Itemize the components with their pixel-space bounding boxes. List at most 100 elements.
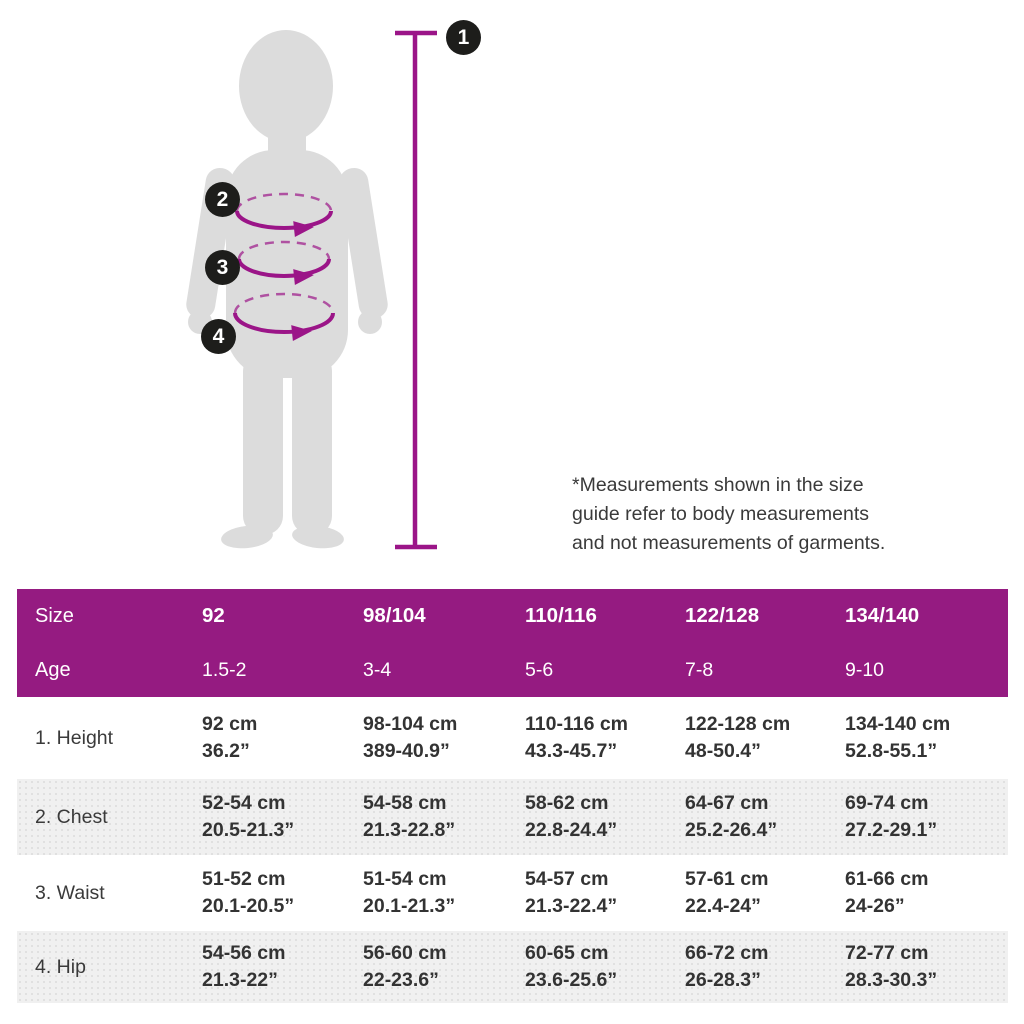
inch-value: 21.3-22.4” xyxy=(525,895,618,917)
measurement-cell: 54-58 cm 21.3-22.8” xyxy=(363,779,525,855)
cm-value: 122-128 cm xyxy=(685,713,791,735)
measurement-cell: 51-52 cm 20.1-20.5” xyxy=(202,855,363,931)
cm-value: 61-66 cm xyxy=(845,868,929,890)
cm-value: 64-67 cm xyxy=(685,792,769,814)
col-size-2: 110/116 xyxy=(525,589,685,643)
col-size-3: 122/128 xyxy=(685,589,845,643)
table-row-waist: 3. Waist 51-52 cm 20.1-20.5” 51-54 cm 20… xyxy=(17,855,1008,931)
badge-height-number: 1 xyxy=(446,20,481,55)
measurement-cell: 57-61 cm 22.4-24” xyxy=(685,855,845,931)
measurement-cell: 122-128 cm 48-50.4” xyxy=(685,697,845,779)
inch-value: 21.3-22.8” xyxy=(363,819,456,841)
inch-value: 25.2-26.4” xyxy=(685,819,778,841)
measurement-cell: 56-60 cm 22-23.6” xyxy=(363,931,525,1003)
cm-value: 92 cm xyxy=(202,713,258,735)
cm-value: 110-116 cm xyxy=(525,713,629,735)
inch-value: 24-26” xyxy=(845,895,905,917)
col-size-1: 98/104 xyxy=(363,589,525,643)
inch-value: 22.8-24.4” xyxy=(525,819,618,841)
badge-chest-number: 2 xyxy=(205,182,240,217)
measurement-cell: 134-140 cm 52.8-55.1” xyxy=(845,697,1008,779)
col-age-1: 3-4 xyxy=(363,643,525,697)
hip-measure-ellipse xyxy=(233,292,335,342)
note-line-1: *Measurements shown in the size xyxy=(572,474,864,496)
chest-measure-ellipse xyxy=(235,192,333,238)
cm-value: 51-54 cm xyxy=(363,868,447,890)
measurement-cell: 72-77 cm 28.3-30.3” xyxy=(845,931,1008,1003)
table-row-chest: 2. Chest 52-54 cm 20.5-21.3” 54-58 cm 21… xyxy=(17,779,1008,855)
size-guide-table: Size 92 98/104 110/116 122/128 134/140 A… xyxy=(17,589,1008,1003)
child-silhouette-icon xyxy=(186,30,388,549)
inch-value: 48-50.4” xyxy=(685,740,761,762)
inch-value: 22.4-24” xyxy=(685,895,761,917)
row-label-hip: 4. Hip xyxy=(35,955,86,978)
inch-value: 20.1-21.3” xyxy=(363,895,456,917)
cm-value: 51-52 cm xyxy=(202,868,286,890)
measurement-cell: 61-66 cm 24-26” xyxy=(845,855,1008,931)
inch-value: 22-23.6” xyxy=(363,969,439,991)
measurement-cell: 69-74 cm 27.2-29.1” xyxy=(845,779,1008,855)
badge-waist-number: 3 xyxy=(205,250,240,285)
height-measure-line xyxy=(395,30,437,550)
measurement-cell: 66-72 cm 26-28.3” xyxy=(685,931,845,1003)
size-header-label: Size xyxy=(17,589,202,643)
note-line-2: guide refer to body measurements xyxy=(572,503,869,525)
cm-value: 52-54 cm xyxy=(202,792,286,814)
inch-value: 28.3-30.3” xyxy=(845,969,938,991)
age-header-label: Age xyxy=(17,643,202,697)
waist-measure-ellipse xyxy=(237,240,331,286)
measurement-cell: 54-56 cm 21.3-22” xyxy=(202,931,363,1003)
inch-value: 21.3-22” xyxy=(202,969,278,991)
size-header-row: Size 92 98/104 110/116 122/128 134/140 xyxy=(17,589,1008,643)
measurement-cell: 110-116 cm 43.3-45.7” xyxy=(525,697,685,779)
age-header-row: Age 1.5-2 3-4 5-6 7-8 9-10 xyxy=(17,643,1008,697)
note-line-3: and not measurements of garments. xyxy=(572,532,886,554)
col-age-3: 7-8 xyxy=(685,643,845,697)
cm-value: 56-60 cm xyxy=(363,942,447,964)
inch-value: 27.2-29.1” xyxy=(845,819,938,841)
cm-value: 54-57 cm xyxy=(525,868,609,890)
row-label-height: 1. Height xyxy=(35,726,114,749)
inch-value: 20.1-20.5” xyxy=(202,895,295,917)
inch-value: 26-28.3” xyxy=(685,969,761,991)
measurement-cell: 51-54 cm 20.1-21.3” xyxy=(363,855,525,931)
cm-value: 54-56 cm xyxy=(202,942,286,964)
inch-value: 389-40.9” xyxy=(363,740,450,762)
cm-value: 58-62 cm xyxy=(525,792,609,814)
col-size-4: 134/140 xyxy=(845,589,1008,643)
table-row-height: 1. Height 92 cm 36.2” 98-104 cm 389-40.9… xyxy=(17,697,1008,779)
cm-value: 60-65 cm xyxy=(525,942,609,964)
hip-arrow-icon xyxy=(291,325,312,342)
inch-value: 20.5-21.3” xyxy=(202,819,295,841)
measurement-cell: 98-104 cm 389-40.9” xyxy=(363,697,525,779)
inch-value: 43.3-45.7” xyxy=(525,740,618,762)
cm-value: 66-72 cm xyxy=(685,942,769,964)
cm-value: 72-77 cm xyxy=(845,942,929,964)
measurement-cell: 64-67 cm 25.2-26.4” xyxy=(685,779,845,855)
cm-value: 69-74 cm xyxy=(845,792,929,814)
col-age-2: 5-6 xyxy=(525,643,685,697)
badge-hip-number: 4 xyxy=(201,319,236,354)
cm-value: 134-140 cm xyxy=(845,713,951,735)
measurement-cell: 52-54 cm 20.5-21.3” xyxy=(202,779,363,855)
measurement-cell: 60-65 cm 23.6-25.6” xyxy=(525,931,685,1003)
inch-value: 52.8-55.1” xyxy=(845,740,938,762)
row-label-waist: 3. Waist xyxy=(35,881,105,904)
col-size-0: 92 xyxy=(202,589,363,643)
waist-arrow-icon xyxy=(293,269,314,286)
chest-arrow-icon xyxy=(293,221,314,238)
inch-value: 36.2” xyxy=(202,740,250,762)
measurement-cell: 58-62 cm 22.8-24.4” xyxy=(525,779,685,855)
body-measurement-diagram xyxy=(186,30,437,550)
cm-value: 54-58 cm xyxy=(363,792,447,814)
table-row-hip: 4. Hip 54-56 cm 21.3-22” 56-60 cm 22-23.… xyxy=(17,931,1008,1003)
col-age-0: 1.5-2 xyxy=(202,643,363,697)
measurement-cell: 54-57 cm 21.3-22.4” xyxy=(525,855,685,931)
cm-value: 57-61 cm xyxy=(685,868,769,890)
col-age-4: 9-10 xyxy=(845,643,1008,697)
cm-value: 98-104 cm xyxy=(363,713,458,735)
table-header: Size 92 98/104 110/116 122/128 134/140 A… xyxy=(17,589,1008,697)
measurement-note: *Measurements shown in the size guide re… xyxy=(572,471,885,558)
inch-value: 23.6-25.6” xyxy=(525,969,618,991)
measurement-cell: 92 cm 36.2” xyxy=(202,697,363,779)
